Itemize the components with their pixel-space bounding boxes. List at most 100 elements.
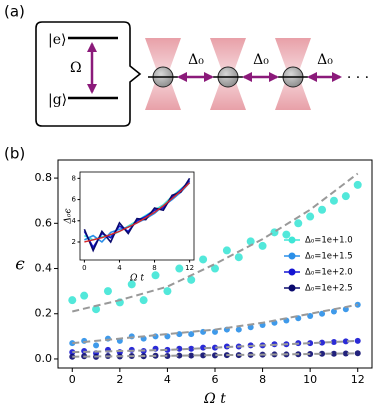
inset-x-tick-label: 4 (117, 264, 122, 272)
data-point (164, 353, 171, 360)
inset-fit-line (84, 182, 191, 243)
fit-line (72, 339, 358, 354)
data-point (103, 287, 112, 296)
detuning-label: Δ₀ (253, 52, 269, 68)
data-point (319, 350, 326, 357)
data-point (342, 306, 349, 313)
legend-marker (288, 284, 296, 292)
data-point (176, 331, 183, 338)
data-point (354, 350, 361, 357)
inset-y-tick-label: 4 (72, 217, 77, 225)
y-tick-label: 0.8 (35, 171, 53, 184)
data-point (200, 352, 207, 359)
data-point (68, 296, 77, 305)
inset-line (83, 179, 191, 249)
detuning-label: Δ₀ (317, 52, 333, 68)
data-point (235, 326, 242, 333)
data-point (127, 280, 136, 289)
inset-y-tick-label: 8 (72, 174, 76, 182)
inset-frame (79, 171, 195, 261)
x-tick-label: 6 (212, 373, 219, 386)
data-point (163, 287, 172, 296)
legend-label: Δ₀=1e+2.0 (305, 268, 353, 278)
inset-x-tick-label: 8 (152, 264, 156, 272)
data-point (341, 192, 350, 201)
legend-marker (288, 268, 296, 276)
y-tick-label: 0.2 (35, 307, 53, 320)
x-tick-label: 12 (351, 373, 365, 386)
data-point (234, 253, 243, 262)
panel-label: (b) (4, 145, 25, 163)
data-point (222, 246, 231, 255)
data-point (187, 275, 196, 284)
data-point (176, 352, 183, 359)
legend-label: Δ₀=1e+2.5 (305, 284, 353, 294)
inset-x-tick-label: 12 (185, 264, 194, 272)
data-point (188, 352, 195, 359)
data-point (258, 241, 267, 250)
legend-label: Δ₀=1e+1.0 (305, 236, 353, 246)
data-point (175, 264, 184, 273)
legend-marker (288, 236, 296, 244)
data-point (247, 324, 254, 331)
data-point (188, 345, 195, 352)
data-point (307, 313, 314, 319)
fit-line (72, 303, 358, 345)
data-point (212, 344, 218, 351)
data-point (188, 331, 195, 338)
data-point (307, 340, 314, 347)
legend-marker (288, 252, 296, 260)
data-point (200, 344, 207, 351)
data-point (199, 255, 208, 264)
data-point (342, 338, 349, 345)
data-point (294, 219, 303, 228)
data-point (353, 180, 362, 189)
data-point (342, 350, 349, 357)
data-point (330, 308, 337, 315)
ground-label: |g⟩ (48, 92, 67, 108)
inset-x-label: Ω t (129, 274, 144, 284)
x-tick-label: 4 (164, 373, 171, 386)
x-tick-label: 8 (259, 373, 266, 386)
x-tick-label: 10 (303, 373, 317, 386)
detuning-label: Δ₀ (188, 52, 204, 68)
data-point (211, 264, 219, 273)
excited-label: |e⟩ (48, 32, 66, 48)
data-point (318, 205, 327, 214)
inset-y-label: Δ₀ϵ (64, 208, 74, 224)
y-axis-label: ϵ (15, 255, 25, 275)
inset-line (83, 177, 191, 253)
data-point (319, 310, 326, 317)
x-tick-label: 0 (69, 373, 76, 386)
data-point (139, 296, 148, 305)
x-axis-label: Ω t (203, 391, 226, 407)
data-point (330, 339, 337, 345)
data-point (80, 291, 89, 300)
legend-label: Δ₀=1e+1.5 (305, 252, 353, 262)
panel-label: (a) (4, 3, 25, 21)
data-point (212, 352, 218, 359)
data-point (93, 342, 100, 349)
atoms (145, 38, 342, 110)
inset-y-tick-label: 2 (72, 238, 76, 246)
data-point (282, 230, 291, 239)
y-tick-label: 0.0 (35, 352, 53, 365)
ellipsis: · · · (347, 70, 369, 86)
data-point (319, 339, 326, 346)
data-point (330, 350, 337, 357)
data-point (306, 212, 315, 221)
y-tick-label: 0.6 (35, 216, 53, 229)
x-tick-label: 2 (116, 373, 123, 386)
inset-x-tick-label: 0 (82, 264, 86, 272)
data-point (354, 337, 361, 344)
data-point (164, 346, 171, 353)
rabi-label: Ω (70, 60, 82, 76)
fit-line (72, 352, 358, 358)
fit-line (72, 172, 359, 313)
data-point (151, 271, 160, 280)
data-point (329, 196, 338, 205)
y-tick-label: 0.4 (35, 262, 53, 275)
inset-y-tick-label: 6 (72, 196, 77, 204)
data-point (246, 237, 255, 246)
